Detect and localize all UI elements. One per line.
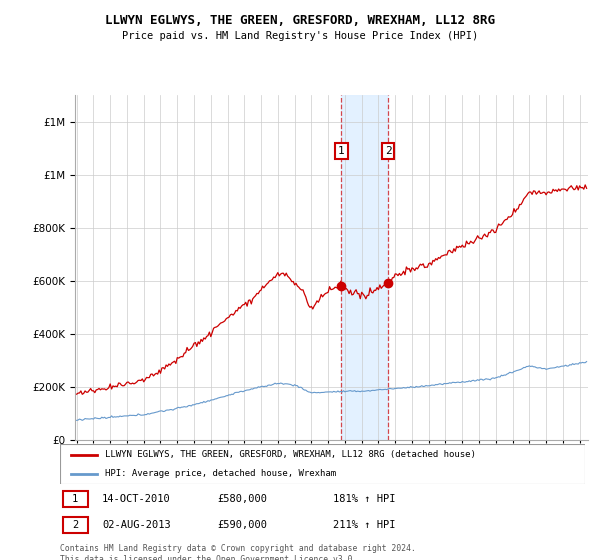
Text: 2: 2	[385, 146, 392, 156]
Text: 181% ↑ HPI: 181% ↑ HPI	[333, 494, 395, 504]
Text: 1: 1	[338, 146, 345, 156]
Text: LLWYN EGLWYS, THE GREEN, GRESFORD, WREXHAM, LL12 8RG (detached house): LLWYN EGLWYS, THE GREEN, GRESFORD, WREXH…	[104, 450, 476, 459]
Text: LLWYN EGLWYS, THE GREEN, GRESFORD, WREXHAM, LL12 8RG: LLWYN EGLWYS, THE GREEN, GRESFORD, WREXH…	[105, 14, 495, 27]
Text: £590,000: £590,000	[218, 520, 268, 530]
FancyBboxPatch shape	[62, 491, 88, 507]
Text: £580,000: £580,000	[218, 494, 268, 504]
Text: 1: 1	[72, 494, 79, 504]
Text: Price paid vs. HM Land Registry's House Price Index (HPI): Price paid vs. HM Land Registry's House …	[122, 31, 478, 41]
Text: 211% ↑ HPI: 211% ↑ HPI	[333, 520, 395, 530]
Text: 2: 2	[72, 520, 79, 530]
Text: 14-OCT-2010: 14-OCT-2010	[102, 494, 171, 504]
Bar	[341, 95, 388, 440]
Text: Contains HM Land Registry data © Crown copyright and database right 2024.
This d: Contains HM Land Registry data © Crown c…	[60, 544, 416, 560]
Text: 02-AUG-2013: 02-AUG-2013	[102, 520, 171, 530]
FancyBboxPatch shape	[62, 517, 88, 533]
Text: HPI: Average price, detached house, Wrexham: HPI: Average price, detached house, Wrex…	[104, 469, 336, 478]
